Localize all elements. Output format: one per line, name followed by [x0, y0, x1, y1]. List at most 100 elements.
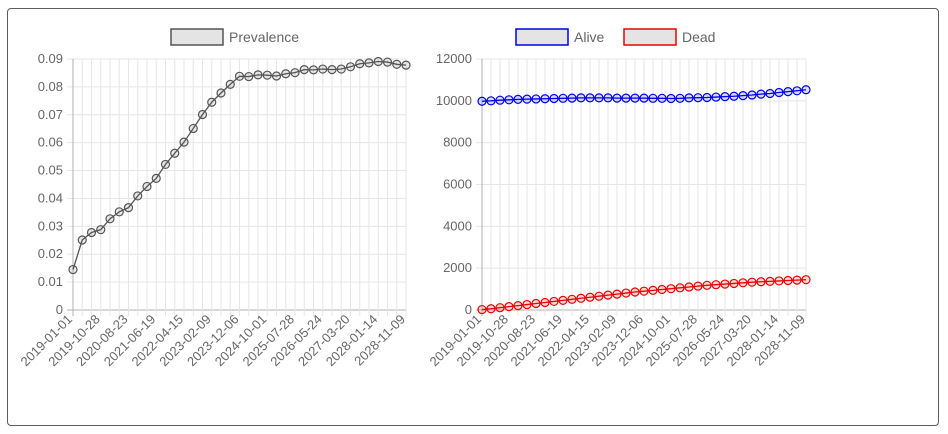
alive-series-line [481, 89, 807, 102]
alive-data-point [729, 91, 739, 101]
prevalence-y-tick-label: 0 [56, 302, 63, 317]
dead-data-point [567, 294, 577, 304]
prevalence-data-point [123, 203, 134, 213]
alive-data-point [495, 95, 505, 105]
dead-data-point [540, 297, 550, 308]
alive-data-point [621, 93, 631, 103]
dead-data-point [603, 290, 613, 300]
dead-data-point [657, 284, 667, 295]
prevalence-series-line [72, 60, 407, 270]
chart-container [7, 8, 939, 426]
prevalence-data-point [244, 71, 254, 82]
prevalence-data-point [290, 68, 300, 78]
alive-legend-swatch [515, 28, 569, 46]
prevalence-y-tick-label: 0.08 [38, 79, 63, 94]
prevalence-y-tick-label: 0.04 [38, 190, 63, 205]
alive-data-point [567, 93, 577, 103]
alive-data-point [630, 93, 640, 103]
dead-data-point [621, 288, 631, 298]
prevalence-data-point [392, 59, 402, 69]
prevalence-y-tick-label: 0.03 [38, 218, 63, 233]
prevalence-data-point [253, 70, 263, 80]
prevalence-data-point [114, 207, 124, 217]
prevalence-y-tick-label: 0.02 [38, 246, 63, 261]
alive-data-point [504, 95, 514, 105]
prevalence-data-point [142, 181, 152, 192]
dead-data-point [513, 301, 523, 311]
prevalence-data-point [336, 64, 346, 74]
prevalence-data-point [234, 71, 245, 81]
alive-data-point [792, 86, 802, 96]
prevalence-legend-swatch [170, 28, 224, 46]
dead-data-point [783, 275, 793, 286]
prevalence-data-point [151, 173, 161, 183]
alive-data-point [738, 91, 748, 101]
alive-data-point [477, 96, 487, 106]
prevalence-data-point [86, 227, 97, 238]
prevalence-data-point [271, 71, 282, 81]
prevalence-data-point [364, 58, 374, 68]
alive-dead-chart: 0200040006000800010000120002019-01-01201… [426, 28, 811, 369]
prevalence-data-point [170, 148, 180, 158]
population-y-tick-label: 8000 [443, 135, 472, 150]
population-y-tick-label: 10000 [436, 93, 472, 108]
alive-data-point [540, 94, 550, 104]
dead-data-point [702, 280, 712, 290]
dead-data-point [585, 292, 595, 302]
dead-data-point [684, 282, 694, 292]
dead-data-point [486, 304, 496, 314]
dead-legend-label: Dead [682, 29, 715, 45]
dead-data-point [729, 278, 739, 289]
alive-data-point [675, 93, 685, 103]
alive-data-point [522, 94, 532, 104]
alive-data-point [612, 93, 622, 103]
alive-data-point [756, 89, 766, 99]
alive-data-point [639, 93, 649, 103]
prevalence-data-point [188, 123, 198, 134]
dead-data-point [549, 296, 559, 307]
dead-data-point [495, 303, 505, 313]
alive-data-point [513, 94, 523, 104]
dead-data-point [477, 304, 487, 315]
alive-data-point [747, 90, 757, 100]
alive-data-point [684, 93, 694, 103]
prevalence-data-point [179, 137, 189, 147]
dead-data-point [630, 287, 640, 297]
dead-series-line [481, 279, 807, 311]
dead-data-point [711, 280, 721, 290]
prevalence-data-point [68, 264, 78, 275]
dead-data-point [738, 278, 748, 288]
prevalence-y-tick-label: 0.01 [38, 274, 63, 289]
prevalence-data-point [308, 65, 319, 75]
dead-data-point [801, 275, 811, 285]
alive-data-point [774, 87, 784, 98]
alive-data-point [720, 92, 730, 102]
prevalence-chart: 00.010.020.030.040.050.060.070.080.09201… [17, 28, 411, 369]
prevalence-data-point [225, 79, 235, 89]
dead-data-point [756, 277, 766, 287]
alive-data-point [558, 93, 568, 103]
alive-data-point [711, 92, 721, 102]
prevalence-data-point [197, 109, 208, 120]
dead-data-point [747, 277, 757, 287]
dead-data-point [774, 276, 784, 286]
alive-data-point [666, 93, 676, 104]
dead-data-point [531, 298, 541, 309]
prevalence-data-point [207, 97, 217, 107]
prevalence-data-point [373, 56, 383, 67]
prevalence-data-point [262, 70, 272, 80]
dead-data-point [693, 281, 703, 291]
alive-data-point [576, 93, 586, 103]
alive-data-point [801, 85, 811, 95]
prevalence-data-point [96, 225, 106, 235]
prevalence-data-point [77, 235, 87, 245]
dead-data-point [666, 284, 676, 294]
population-y-tick-label: 4000 [443, 218, 472, 233]
alive-data-point [486, 96, 496, 106]
alive-data-point [648, 93, 658, 103]
alive-data-point [765, 88, 775, 99]
dead-data-point [639, 286, 649, 296]
population-y-tick-label: 12000 [436, 51, 472, 66]
dead-data-point [558, 295, 568, 305]
alive-data-point [657, 93, 667, 103]
